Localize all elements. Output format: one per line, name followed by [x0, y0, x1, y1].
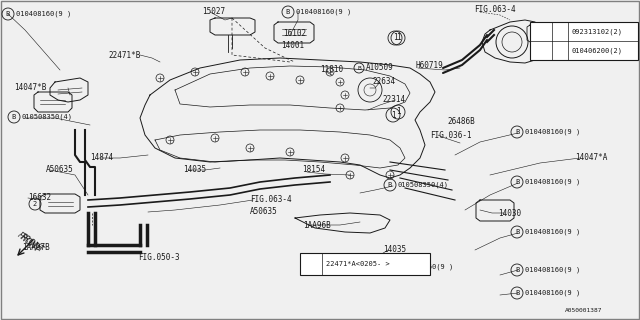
Text: 1AA96B: 1AA96B [303, 221, 331, 230]
Text: 010408160(9 ): 010408160(9 ) [525, 267, 580, 273]
Text: 010408160(9 ): 010408160(9 ) [398, 264, 453, 270]
Text: A050001387: A050001387 [565, 308, 602, 313]
Text: 16632: 16632 [28, 194, 51, 203]
Text: FRONT: FRONT [15, 230, 41, 254]
Text: 010408160(9 ): 010408160(9 ) [296, 9, 351, 15]
Text: 14047*B: 14047*B [14, 84, 46, 92]
Text: 1: 1 [539, 27, 543, 36]
Text: FIG.063-4: FIG.063-4 [250, 196, 292, 204]
Text: 010408160(9 ): 010408160(9 ) [525, 129, 580, 135]
Text: B: B [515, 179, 519, 185]
Bar [300, 253, 430, 275]
Text: 22314: 22314 [382, 95, 405, 105]
Text: 010508350(4): 010508350(4) [398, 182, 449, 188]
Text: B: B [557, 47, 561, 53]
Text: B: B [286, 9, 290, 15]
Text: FIG.036-1: FIG.036-1 [430, 131, 472, 140]
Text: 2: 2 [33, 201, 37, 207]
Text: 092313102(2): 092313102(2) [572, 28, 623, 35]
Text: FIG.050-3: FIG.050-3 [138, 253, 180, 262]
Text: A10509: A10509 [366, 63, 394, 73]
Text: 14047*A: 14047*A [575, 153, 607, 162]
Text: 1AA97B: 1AA97B [22, 243, 50, 252]
Text: 14030: 14030 [498, 209, 521, 218]
Text: 3: 3 [308, 260, 314, 268]
Text: 22471*B: 22471*B [108, 52, 140, 60]
Text: FIG.063-4: FIG.063-4 [474, 4, 516, 13]
Text: 26486B: 26486B [447, 117, 475, 126]
Text: 22634: 22634 [372, 77, 395, 86]
Text: B: B [515, 129, 519, 135]
Text: 22471*A<0205- >: 22471*A<0205- > [326, 261, 390, 267]
Text: 010408160(9 ): 010408160(9 ) [525, 229, 580, 235]
Text: 16102: 16102 [283, 28, 306, 37]
Text: 1: 1 [393, 34, 397, 43]
Text: 15027: 15027 [202, 6, 225, 15]
Text: 14035: 14035 [183, 165, 206, 174]
Text: A50635: A50635 [46, 165, 74, 174]
Text: 11810: 11810 [320, 66, 343, 75]
Text: 14001: 14001 [281, 42, 304, 51]
Text: 1: 1 [396, 108, 400, 116]
Text: B: B [6, 11, 10, 17]
Text: B: B [357, 66, 361, 70]
Text: H60719: H60719 [416, 60, 444, 69]
Text: A50635: A50635 [250, 206, 278, 215]
Text: FRONT: FRONT [19, 232, 45, 254]
Text: B: B [515, 267, 519, 273]
Text: 010408160(9 ): 010408160(9 ) [525, 179, 580, 185]
Text: 14035: 14035 [383, 245, 406, 254]
Text: 010508350(4): 010508350(4) [22, 114, 73, 120]
Text: 010408160(9 ): 010408160(9 ) [16, 11, 71, 17]
Text: B: B [12, 114, 16, 120]
Text: 1: 1 [396, 34, 400, 43]
Text: B: B [515, 229, 519, 235]
Bar [530, 22, 638, 60]
Text: B: B [388, 264, 392, 270]
Text: B: B [515, 290, 519, 296]
Text: 2: 2 [539, 46, 543, 55]
Text: B: B [388, 182, 392, 188]
Text: 010406200(2): 010406200(2) [572, 47, 623, 54]
Text: 1: 1 [390, 110, 396, 119]
Text: 18154: 18154 [302, 165, 325, 174]
Text: 010408160(9 ): 010408160(9 ) [525, 290, 580, 296]
Text: 14874: 14874 [90, 154, 113, 163]
